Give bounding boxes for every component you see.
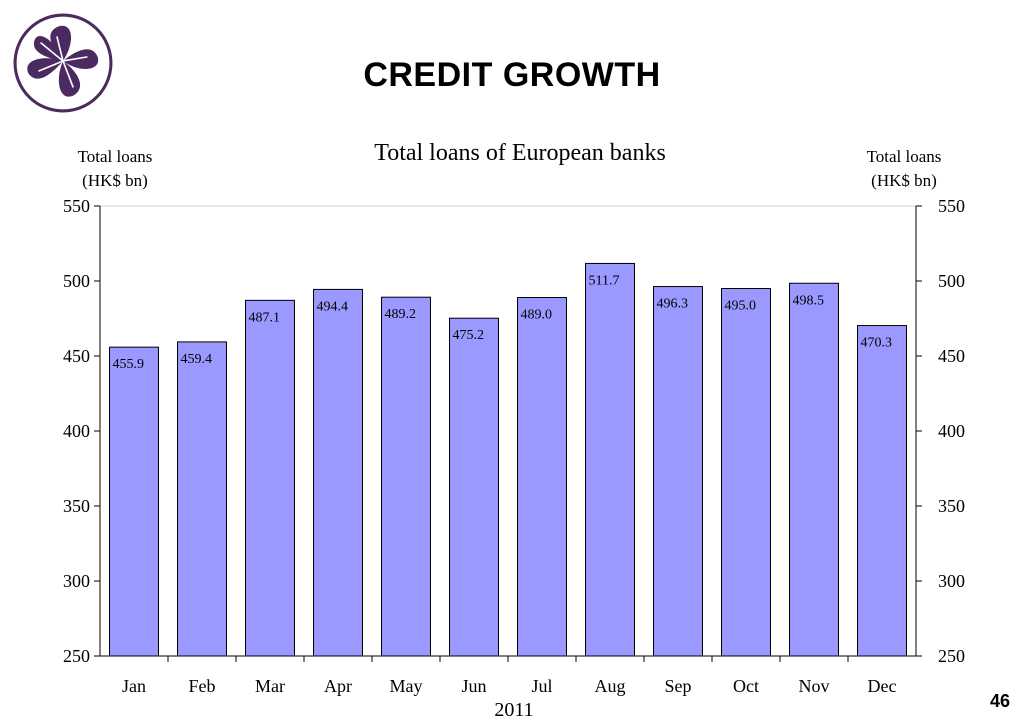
x-tick-label-aug: Aug: [595, 676, 626, 696]
y-tick-left-label: 400: [63, 421, 90, 441]
value-label-jun: 475.2: [453, 328, 485, 343]
bar-jul: [517, 297, 567, 657]
bars: [109, 262, 907, 657]
bar-sep: [653, 286, 703, 657]
y-tick-right-label: 500: [938, 271, 965, 291]
x-tick-label-apr: Apr: [324, 676, 352, 696]
value-label-may: 489.2: [385, 307, 417, 322]
x-tick-label-may: May: [390, 676, 423, 696]
value-label-aug: 511.7: [589, 273, 620, 288]
value-label-nov: 498.5: [793, 293, 825, 308]
y-tick-right-label: 350: [938, 496, 965, 516]
y-tick-right-label: 300: [938, 571, 965, 591]
y-axis-label-left-line2: (HK$ bn): [82, 171, 148, 190]
y-tick-right-label: 450: [938, 346, 965, 366]
value-labels: 455.9 459.4 487.1 494.4 489.2 475.2 489.0 511.7…: [113, 273, 893, 372]
y-axis-right-ticks: 250 300 350 400 450 500 550: [916, 196, 965, 666]
value-label-oct: 495.0: [725, 299, 757, 314]
y-axis-label-left-line1: Total loans: [78, 147, 153, 166]
x-axis-ticks: Jan Feb Mar Apr May Jun Jul Aug Sep Oct Nov Dec: [122, 656, 896, 696]
bar-jan: [109, 346, 159, 657]
y-tick-right-label: 250: [938, 646, 965, 666]
x-tick-label-feb: Feb: [189, 676, 216, 696]
value-label-jan: 455.9: [113, 357, 144, 372]
x-tick-label-jul: Jul: [531, 676, 552, 696]
x-tick-label-sep: Sep: [665, 676, 692, 696]
x-tick-label-mar: Mar: [255, 676, 285, 696]
value-label-apr: 494.4: [317, 299, 349, 314]
y-tick-left-label: 300: [63, 571, 90, 591]
x-axis-label: 2011: [494, 699, 533, 720]
value-label-jul: 489.0: [521, 308, 553, 323]
value-label-mar: 487.1: [249, 310, 281, 325]
slide-title: CREDIT GROWTH: [363, 56, 661, 94]
logo-ring: [13, 13, 113, 113]
bar-may: [381, 296, 431, 657]
y-axis-left-ticks: 250 300 350 400 450 500 550: [63, 196, 100, 666]
y-tick-left-label: 450: [63, 346, 90, 366]
x-tick-label-dec: Dec: [868, 676, 897, 696]
value-label-dec: 470.3: [861, 336, 893, 351]
y-axis-label-right-line2: (HK$ bn): [871, 171, 937, 190]
bar-oct: [721, 288, 771, 657]
bar-apr: [313, 288, 363, 657]
bar-nov: [789, 282, 839, 657]
logo: [13, 13, 113, 113]
value-label-sep: 496.3: [657, 297, 689, 312]
bar-jun: [449, 317, 499, 657]
x-tick-label-jun: Jun: [461, 676, 486, 696]
y-tick-left-label: 550: [63, 196, 90, 216]
y-tick-right-label: 550: [938, 196, 965, 216]
y-tick-left-label: 250: [63, 646, 90, 666]
bar-feb: [177, 341, 227, 657]
bar-aug: [585, 262, 635, 657]
x-tick-label-oct: Oct: [733, 676, 759, 696]
x-tick-label-jan: Jan: [122, 676, 146, 696]
y-tick-left-label: 350: [63, 496, 90, 516]
y-tick-left-label: 500: [63, 271, 90, 291]
x-tick-label-nov: Nov: [799, 676, 830, 696]
page-number: 46: [989, 691, 1010, 711]
bar-dec: [857, 325, 907, 657]
bar-mar: [245, 299, 295, 657]
chart-title: Total loans of European banks: [374, 140, 666, 166]
value-label-feb: 459.4: [181, 352, 213, 367]
y-tick-right-label: 400: [938, 421, 965, 441]
y-axis-label-right-line1: Total loans: [867, 147, 942, 166]
